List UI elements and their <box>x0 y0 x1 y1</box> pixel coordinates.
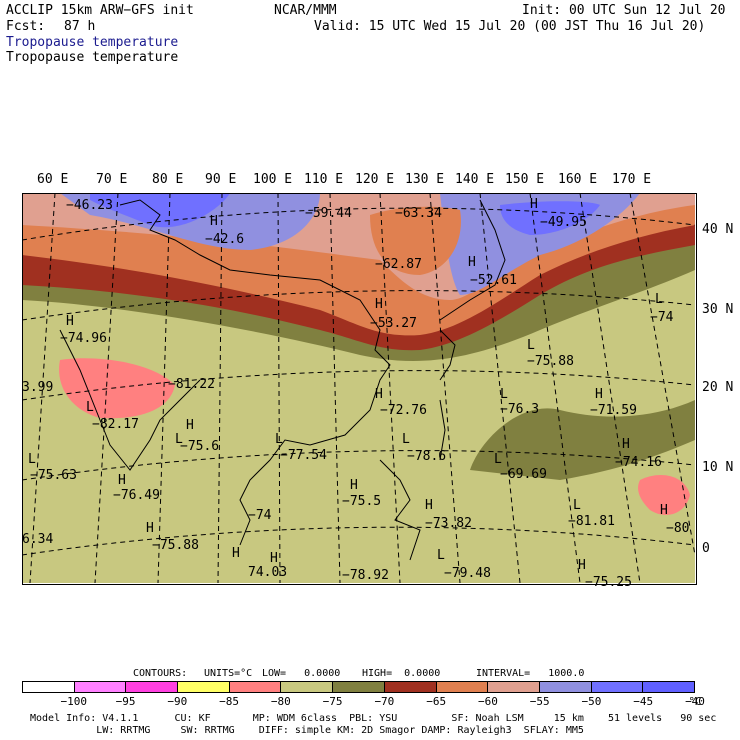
colorbar-segment <box>384 682 437 692</box>
coastlines <box>59 199 506 561</box>
field-title: Tropopause temperature <box>6 50 179 65</box>
contours-label: CONTOURS: <box>133 668 188 679</box>
colorbar-segment <box>229 682 282 692</box>
field-blue-east <box>440 193 640 295</box>
colorbar-segment <box>333 682 385 692</box>
colorbar-segment <box>539 682 592 692</box>
colorbar-tick-label: −85 <box>219 695 239 708</box>
contours-interval: INTERVAL= 1000.0 <box>476 668 585 679</box>
colorbar-unit: °C <box>688 695 702 708</box>
contours-units: UNITS=°C <box>204 668 253 679</box>
colorbar <box>22 681 695 693</box>
colorbar-segment <box>74 682 127 692</box>
longitude-label: 140 E <box>455 172 495 187</box>
longitude-label: 170 E <box>612 172 652 187</box>
field-cold-patch-india <box>59 358 175 419</box>
model-info-line2: LW: RRTMG SW: RRTMG DIFF: simple KM: 2D … <box>30 725 584 736</box>
field-blue-east-core <box>500 201 600 235</box>
contours-high: HIGH= 0.0000 <box>362 668 441 679</box>
init-time: Init: 00 UTC Sun 12 Jul 20 <box>522 3 726 18</box>
colorbar-segment <box>281 682 334 692</box>
longitude-label: 110 E <box>304 172 344 187</box>
graticule <box>22 193 695 583</box>
fcst-value: 87 h <box>64 19 96 34</box>
fcst-label: Fcst: <box>6 19 46 34</box>
longitude-label: 70 E <box>96 172 128 187</box>
colorbar-tick-label: −70 <box>374 695 395 708</box>
latitude-label: 30 N <box>702 302 734 317</box>
organization: NCAR/MMM <box>274 3 337 18</box>
colorbar-tick-label: −75 <box>322 695 343 708</box>
colorbar-segment <box>23 682 75 692</box>
colorbar-tick-label: −65 <box>426 695 447 708</box>
colorbar-tick-label: −95 <box>115 695 136 708</box>
longitude-label: 60 E <box>37 172 69 187</box>
longitude-label: 80 E <box>152 172 184 187</box>
latitude-label: 0 <box>702 541 710 556</box>
longitude-label: 100 E <box>253 172 293 187</box>
map-frame <box>22 193 697 585</box>
longitude-label: 130 E <box>405 172 445 187</box>
field-cold-patch-pacific <box>638 475 690 515</box>
longitude-label: 150 E <box>505 172 545 187</box>
colorbar-tick-label: −100 <box>60 695 88 708</box>
colorbar-tick-label: −90 <box>167 695 188 708</box>
colorbar-tick-label: −50 <box>581 695 602 708</box>
longitude-label: 160 E <box>558 172 598 187</box>
field-orange-china <box>370 206 461 275</box>
contours-low: LOW= 0.0000 <box>262 668 341 679</box>
latitude-label: 40 N <box>702 222 734 237</box>
colorbar-tick-label: −45 <box>633 695 654 708</box>
latitude-label: 10 N <box>702 460 734 475</box>
longitude-label: 90 E <box>205 172 237 187</box>
colorbar-segment <box>178 682 230 692</box>
model-info-line1: Model Info: V4.1.1 CU: KF MP: WDM 6class… <box>30 713 717 724</box>
valid-time: Valid: 15 UTC Wed 15 Jul 20 (00 JST Thu … <box>314 19 706 34</box>
field-title-blue: Tropopause temperature <box>6 35 179 50</box>
colorbar-tick-label: −55 <box>529 695 550 708</box>
colorbar-tick-label: −60 <box>477 695 498 708</box>
colorbar-tick-label: −40 <box>685 695 705 708</box>
colorbar-segment <box>126 682 179 692</box>
colorbar-segment <box>643 682 694 692</box>
latitude-label: 20 N <box>702 380 734 395</box>
model-title: ACCLIP 15km ARW−GFS init <box>6 3 194 18</box>
field-blue-west-core <box>90 193 230 228</box>
colorbar-tick-label: −80 <box>270 695 291 708</box>
colorbar-segment <box>488 682 540 692</box>
colorbar-segment <box>436 682 489 692</box>
longitude-label: 120 E <box>355 172 395 187</box>
colorbar-segment <box>591 682 644 692</box>
